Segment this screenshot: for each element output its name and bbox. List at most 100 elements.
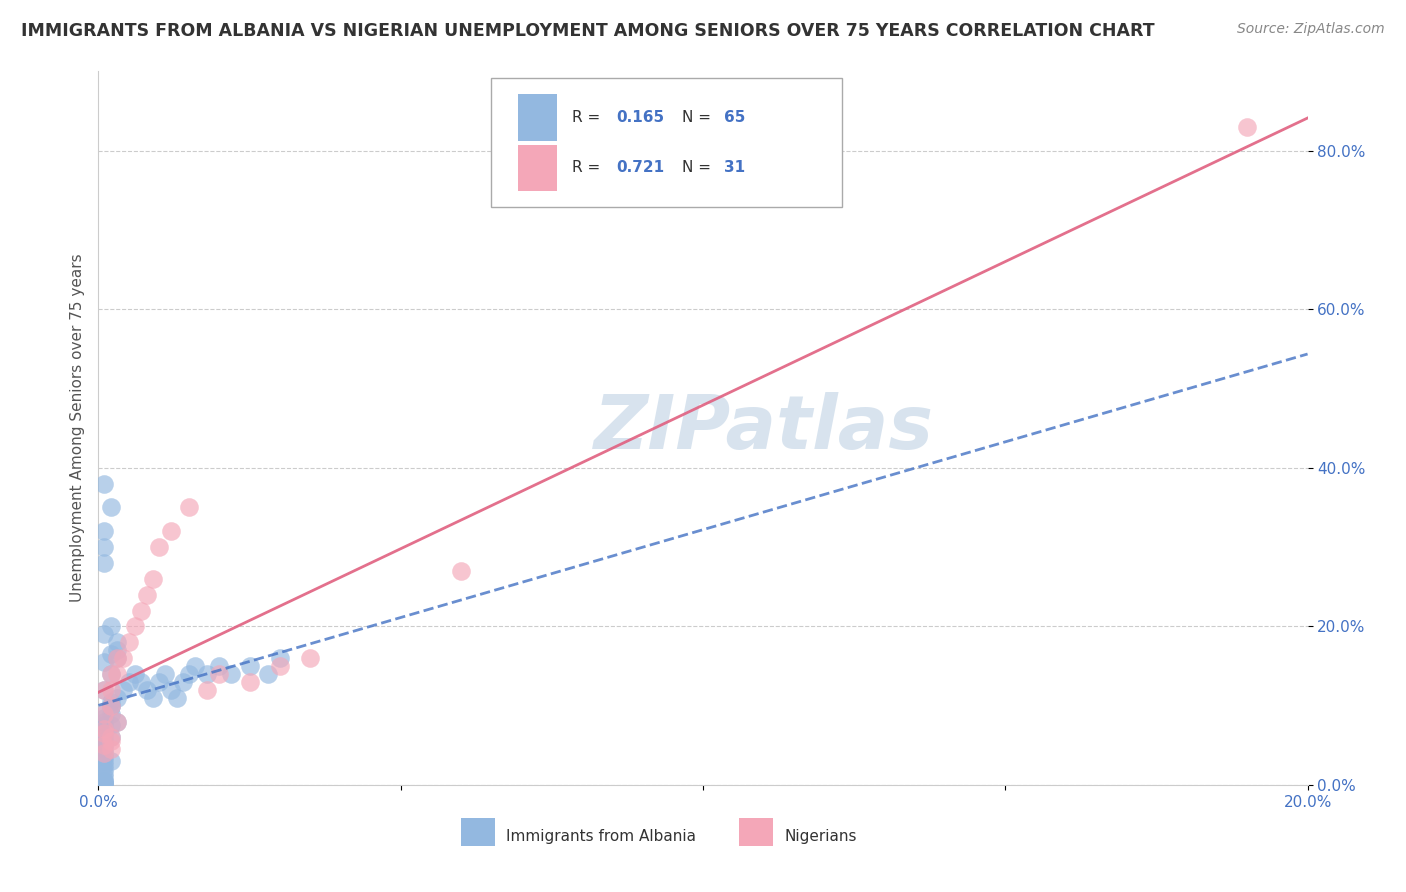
Point (93, 734, 115, 748)
Point (256, 667, 278, 681)
Text: R =: R = (572, 161, 606, 176)
Point (93, 706, 115, 721)
Point (93, 682, 115, 697)
Point (93, 718, 115, 732)
Point (100, 734, 122, 748)
Text: Immigrants from Albania: Immigrants from Albania (506, 829, 696, 844)
Point (100, 619, 122, 633)
FancyBboxPatch shape (517, 145, 557, 191)
Point (93, 766, 115, 780)
Point (93, 476, 115, 491)
Point (100, 682, 122, 697)
Point (93, 746, 115, 760)
Point (195, 667, 218, 681)
Point (179, 500, 201, 515)
Point (166, 690, 188, 705)
Point (179, 667, 201, 681)
Text: 65: 65 (724, 110, 745, 125)
Point (100, 731, 122, 745)
Point (105, 651, 128, 665)
Point (93, 775, 115, 789)
Point (160, 682, 183, 697)
Point (100, 698, 122, 713)
Point (100, 698, 122, 713)
Point (93, 770, 115, 784)
FancyBboxPatch shape (517, 95, 557, 141)
Point (100, 742, 122, 756)
Point (142, 690, 165, 705)
Point (124, 619, 146, 633)
Point (93, 754, 115, 768)
Text: 31: 31 (724, 161, 745, 176)
Point (93, 540, 115, 554)
Point (93, 710, 115, 724)
Point (93, 758, 115, 772)
Point (172, 674, 194, 689)
Point (100, 706, 122, 721)
Point (269, 651, 291, 665)
Point (148, 674, 170, 689)
Point (111, 651, 134, 665)
Text: R =: R = (572, 110, 606, 125)
Text: N =: N = (682, 161, 716, 176)
Point (142, 572, 165, 586)
Point (105, 643, 128, 657)
Point (148, 540, 170, 554)
Point (93, 775, 115, 789)
Point (129, 603, 152, 617)
Point (105, 714, 128, 729)
Point (124, 667, 146, 681)
Point (135, 588, 157, 602)
Point (93, 774, 115, 789)
Point (208, 667, 231, 681)
Point (93, 706, 115, 721)
Point (93, 627, 115, 641)
Point (100, 698, 122, 713)
Point (1236, 120, 1258, 134)
Point (118, 674, 141, 689)
FancyBboxPatch shape (461, 819, 495, 846)
Point (100, 647, 122, 661)
Point (93, 739, 115, 753)
Point (93, 777, 115, 791)
Point (239, 659, 262, 673)
Point (93, 776, 115, 790)
Point (93, 726, 115, 740)
Text: IMMIGRANTS FROM ALBANIA VS NIGERIAN UNEMPLOYMENT AMONG SENIORS OVER 75 YEARS COR: IMMIGRANTS FROM ALBANIA VS NIGERIAN UNEM… (21, 22, 1154, 40)
Text: 0.165: 0.165 (616, 110, 664, 125)
Point (105, 667, 128, 681)
Point (100, 667, 122, 681)
Point (100, 754, 122, 768)
FancyBboxPatch shape (740, 819, 773, 846)
Point (153, 667, 176, 681)
Point (93, 731, 115, 745)
Point (118, 635, 141, 649)
Point (93, 726, 115, 740)
Point (269, 659, 291, 673)
Point (93, 750, 115, 764)
Point (221, 667, 243, 681)
Text: ZIPatlas: ZIPatlas (593, 392, 934, 465)
Point (105, 651, 128, 665)
Point (195, 682, 218, 697)
Point (93, 714, 115, 729)
Point (184, 659, 207, 673)
Point (93, 723, 115, 737)
Point (100, 718, 122, 732)
Point (93, 739, 115, 753)
Point (239, 674, 262, 689)
Point (299, 651, 322, 665)
Point (93, 682, 115, 697)
Point (100, 695, 122, 709)
Point (160, 524, 183, 539)
Point (100, 667, 122, 681)
Point (105, 635, 128, 649)
Point (111, 682, 134, 697)
Point (93, 556, 115, 570)
Point (93, 762, 115, 776)
FancyBboxPatch shape (492, 78, 842, 207)
Point (105, 690, 128, 705)
Point (135, 682, 157, 697)
Point (105, 714, 128, 729)
Point (93, 774, 115, 789)
